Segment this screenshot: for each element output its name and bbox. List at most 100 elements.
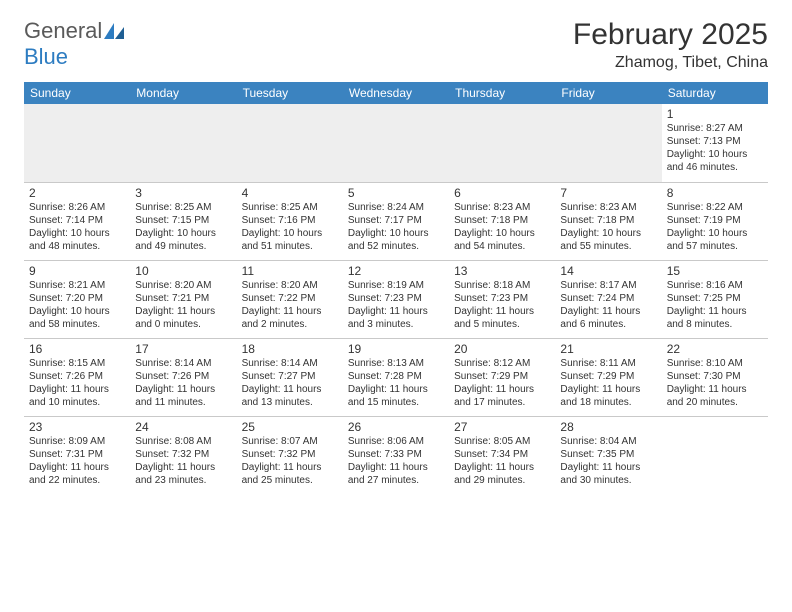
sunset-line: Sunset: 7:23 PM <box>454 292 550 305</box>
sunrise-line: Sunrise: 8:23 AM <box>454 201 550 214</box>
calendar-cell: 3Sunrise: 8:25 AMSunset: 7:15 PMDaylight… <box>130 182 236 260</box>
daylight-line: Daylight: 10 hours and 55 minutes. <box>560 227 656 253</box>
daylight-line: Daylight: 11 hours and 29 minutes. <box>454 461 550 487</box>
daylight-line: Daylight: 10 hours and 57 minutes. <box>667 227 763 253</box>
sunset-line: Sunset: 7:13 PM <box>667 135 763 148</box>
daylight-line: Daylight: 11 hours and 11 minutes. <box>135 383 231 409</box>
calendar-cell: 22Sunrise: 8:10 AMSunset: 7:30 PMDayligh… <box>662 338 768 416</box>
calendar-table: Sunday Monday Tuesday Wednesday Thursday… <box>24 82 768 494</box>
daylight-line: Daylight: 10 hours and 48 minutes. <box>29 227 125 253</box>
calendar-cell <box>130 104 236 182</box>
calendar-cell <box>237 104 343 182</box>
sunset-line: Sunset: 7:29 PM <box>560 370 656 383</box>
sunset-line: Sunset: 7:19 PM <box>667 214 763 227</box>
sunset-line: Sunset: 7:18 PM <box>454 214 550 227</box>
sunset-line: Sunset: 7:17 PM <box>348 214 444 227</box>
calendar-row: 1Sunrise: 8:27 AMSunset: 7:13 PMDaylight… <box>24 104 768 182</box>
sunrise-line: Sunrise: 8:09 AM <box>29 435 125 448</box>
sunrise-line: Sunrise: 8:17 AM <box>560 279 656 292</box>
daylight-line: Daylight: 11 hours and 13 minutes. <box>242 383 338 409</box>
calendar-cell <box>555 104 661 182</box>
calendar-cell: 8Sunrise: 8:22 AMSunset: 7:19 PMDaylight… <box>662 182 768 260</box>
daylight-line: Daylight: 11 hours and 18 minutes. <box>560 383 656 409</box>
sunrise-line: Sunrise: 8:06 AM <box>348 435 444 448</box>
daylight-line: Daylight: 11 hours and 10 minutes. <box>29 383 125 409</box>
day-number: 27 <box>454 420 550 434</box>
day-number: 28 <box>560 420 656 434</box>
logo-sail-icon <box>104 23 126 44</box>
weekday-header: Saturday <box>662 82 768 104</box>
logo-text: General Blue <box>24 18 126 70</box>
daylight-line: Daylight: 11 hours and 17 minutes. <box>454 383 550 409</box>
calendar-cell: 15Sunrise: 8:16 AMSunset: 7:25 PMDayligh… <box>662 260 768 338</box>
daylight-line: Daylight: 11 hours and 3 minutes. <box>348 305 444 331</box>
sunset-line: Sunset: 7:35 PM <box>560 448 656 461</box>
title-block: February 2025 Zhamog, Tibet, China <box>573 18 768 72</box>
weekday-header-row: Sunday Monday Tuesday Wednesday Thursday… <box>24 82 768 104</box>
calendar-cell: 12Sunrise: 8:19 AMSunset: 7:23 PMDayligh… <box>343 260 449 338</box>
day-number: 25 <box>242 420 338 434</box>
sunrise-line: Sunrise: 8:20 AM <box>135 279 231 292</box>
sunset-line: Sunset: 7:28 PM <box>348 370 444 383</box>
sunrise-line: Sunrise: 8:20 AM <box>242 279 338 292</box>
calendar-cell: 25Sunrise: 8:07 AMSunset: 7:32 PMDayligh… <box>237 416 343 494</box>
sunset-line: Sunset: 7:15 PM <box>135 214 231 227</box>
sunset-line: Sunset: 7:14 PM <box>29 214 125 227</box>
sunset-line: Sunset: 7:24 PM <box>560 292 656 305</box>
calendar-cell: 4Sunrise: 8:25 AMSunset: 7:16 PMDaylight… <box>237 182 343 260</box>
day-number: 21 <box>560 342 656 356</box>
day-number: 5 <box>348 186 444 200</box>
calendar-cell <box>24 104 130 182</box>
day-number: 17 <box>135 342 231 356</box>
calendar-cell: 27Sunrise: 8:05 AMSunset: 7:34 PMDayligh… <box>449 416 555 494</box>
day-number: 7 <box>560 186 656 200</box>
calendar-cell: 11Sunrise: 8:20 AMSunset: 7:22 PMDayligh… <box>237 260 343 338</box>
day-number: 18 <box>242 342 338 356</box>
sunset-line: Sunset: 7:25 PM <box>667 292 763 305</box>
weekday-header: Sunday <box>24 82 130 104</box>
sunset-line: Sunset: 7:34 PM <box>454 448 550 461</box>
day-number: 1 <box>667 107 763 121</box>
page-title: February 2025 <box>573 18 768 52</box>
sunrise-line: Sunrise: 8:22 AM <box>667 201 763 214</box>
sunrise-line: Sunrise: 8:05 AM <box>454 435 550 448</box>
weekday-header: Thursday <box>449 82 555 104</box>
daylight-line: Daylight: 11 hours and 8 minutes. <box>667 305 763 331</box>
day-number: 13 <box>454 264 550 278</box>
sunrise-line: Sunrise: 8:18 AM <box>454 279 550 292</box>
daylight-line: Daylight: 11 hours and 25 minutes. <box>242 461 338 487</box>
day-number: 3 <box>135 186 231 200</box>
calendar-row: 16Sunrise: 8:15 AMSunset: 7:26 PMDayligh… <box>24 338 768 416</box>
daylight-line: Daylight: 11 hours and 22 minutes. <box>29 461 125 487</box>
calendar-cell: 2Sunrise: 8:26 AMSunset: 7:14 PMDaylight… <box>24 182 130 260</box>
day-number: 22 <box>667 342 763 356</box>
sunset-line: Sunset: 7:33 PM <box>348 448 444 461</box>
calendar-cell: 5Sunrise: 8:24 AMSunset: 7:17 PMDaylight… <box>343 182 449 260</box>
calendar-cell: 7Sunrise: 8:23 AMSunset: 7:18 PMDaylight… <box>555 182 661 260</box>
daylight-line: Daylight: 11 hours and 15 minutes. <box>348 383 444 409</box>
calendar-cell: 16Sunrise: 8:15 AMSunset: 7:26 PMDayligh… <box>24 338 130 416</box>
calendar-row: 23Sunrise: 8:09 AMSunset: 7:31 PMDayligh… <box>24 416 768 494</box>
calendar-body: 1Sunrise: 8:27 AMSunset: 7:13 PMDaylight… <box>24 104 768 494</box>
calendar-cell: 10Sunrise: 8:20 AMSunset: 7:21 PMDayligh… <box>130 260 236 338</box>
day-number: 19 <box>348 342 444 356</box>
logo-blue: Blue <box>24 44 68 69</box>
daylight-line: Daylight: 11 hours and 2 minutes. <box>242 305 338 331</box>
calendar-cell: 9Sunrise: 8:21 AMSunset: 7:20 PMDaylight… <box>24 260 130 338</box>
sunrise-line: Sunrise: 8:07 AM <box>242 435 338 448</box>
calendar-cell: 17Sunrise: 8:14 AMSunset: 7:26 PMDayligh… <box>130 338 236 416</box>
day-number: 2 <box>29 186 125 200</box>
calendar-row: 9Sunrise: 8:21 AMSunset: 7:20 PMDaylight… <box>24 260 768 338</box>
sunrise-line: Sunrise: 8:24 AM <box>348 201 444 214</box>
calendar-cell <box>662 416 768 494</box>
calendar-page: General Blue February 2025 Zhamog, Tibet… <box>0 0 792 512</box>
sunrise-line: Sunrise: 8:12 AM <box>454 357 550 370</box>
daylight-line: Daylight: 10 hours and 52 minutes. <box>348 227 444 253</box>
weekday-header: Monday <box>130 82 236 104</box>
day-number: 14 <box>560 264 656 278</box>
daylight-line: Daylight: 10 hours and 46 minutes. <box>667 148 763 174</box>
day-number: 15 <box>667 264 763 278</box>
sunrise-line: Sunrise: 8:21 AM <box>29 279 125 292</box>
sunset-line: Sunset: 7:30 PM <box>667 370 763 383</box>
sunset-line: Sunset: 7:23 PM <box>348 292 444 305</box>
